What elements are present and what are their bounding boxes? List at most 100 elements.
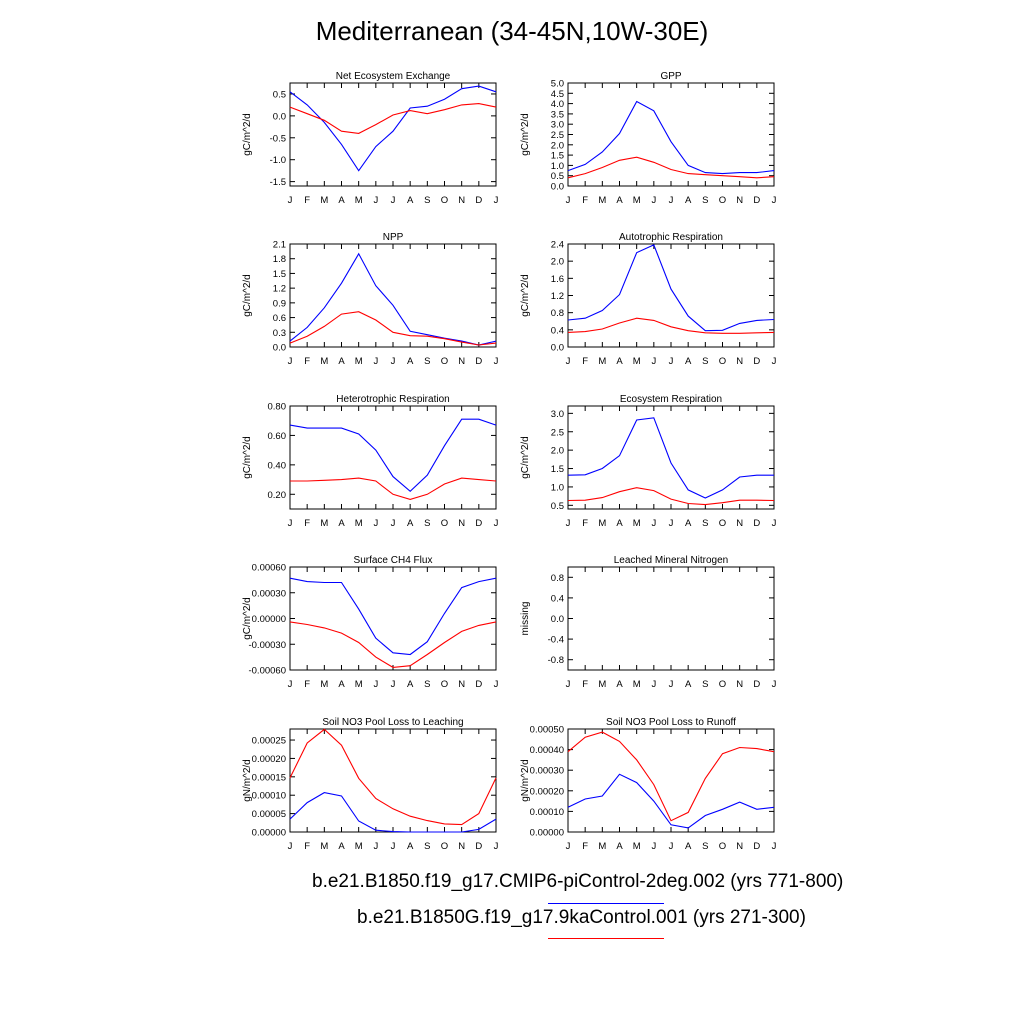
x-tick-label: J [494,841,499,852]
x-tick-label: J [669,356,674,367]
series-line-red [567,156,775,179]
y-tick-label: 0.6 [273,313,286,324]
y-tick-label: 1.5 [551,464,564,475]
series-line-red [289,103,497,134]
y-tick-label: 0.00010 [252,791,286,802]
panel-title: GPP [660,71,681,82]
y-tick-label: -0.00030 [248,640,286,651]
y-tick-label: 2.5 [551,427,564,438]
x-tick-label: S [702,841,708,852]
chart-panel: GPP gC/m^2/d 0.00.51.01.52.02.53.03.54.04.… [520,71,777,206]
series-line-blue [289,85,497,172]
plot-frame [567,405,775,510]
plot-frame [567,728,775,833]
y-tick-label: 1.5 [551,151,564,162]
panel-title: Leached Mineral Nitrogen [614,555,729,566]
series-line-red [289,311,497,346]
page-title: Mediterranean (34-45N,10W-30E) [315,16,709,46]
y-tick-label: 0.5 [273,89,286,100]
x-tick-label: J [566,195,571,206]
x-tick-label: J [494,356,499,367]
x-tick-label: J [669,841,674,852]
series-line-red [567,487,775,506]
x-tick-label: M [633,195,641,206]
series-line-red [567,317,775,334]
x-tick-label: D [475,356,482,367]
plot-frame [567,566,775,671]
x-tick-label: F [304,518,310,529]
x-tick-label: A [338,841,345,852]
y-axis-label: missing [520,602,531,636]
x-tick-label: A [616,518,623,529]
x-tick-label: D [753,841,760,852]
x-tick-label: A [407,518,414,529]
chart-panel: Heterotrophic Respiration gC/m^2/d 0.20 0.4… [242,394,499,529]
y-tick-label: -1.0 [270,155,286,166]
x-tick-label: S [702,679,708,690]
legend-swatch-red [548,938,664,939]
series-line-blue [567,773,775,829]
x-tick-label: D [475,841,482,852]
y-tick-label: 0.0 [273,111,286,122]
series-line-blue [567,100,775,175]
x-tick-label: F [582,195,588,206]
chart-panel: Soil NO3 Pool Loss to LeachinggN/m^2/d0.… [242,717,499,852]
x-tick-label: J [373,518,378,529]
x-tick-label: J [566,356,571,367]
x-tick-label: O [441,356,448,367]
y-tick-label: 1.8 [273,254,286,265]
y-tick-label: 0.5 [551,171,564,182]
x-tick-label: M [355,518,363,529]
x-tick-label: M [633,518,641,529]
y-tick-label: 4.5 [551,89,564,100]
plot-frame [289,82,497,187]
x-tick-label: J [288,518,293,529]
x-tick-label: A [338,679,345,690]
series-line-red [567,731,775,822]
x-tick-label: J [651,841,656,852]
x-tick-label: A [407,195,414,206]
x-tick-label: A [685,518,692,529]
chart-panel: Soil NO3 Pool Loss to RunoffgN/m^2/d0.00… [520,717,777,852]
x-tick-label: A [616,679,623,690]
x-tick-label: O [719,518,726,529]
x-tick-label: D [753,679,760,690]
x-tick-label: N [458,679,465,690]
x-tick-label: D [753,356,760,367]
x-tick-label: O [441,679,448,690]
x-tick-label: J [566,518,571,529]
x-tick-label: A [338,195,345,206]
x-tick-label: A [338,518,345,529]
y-tick-label: 0.0 [551,614,564,625]
plot-frame [567,243,775,348]
x-tick-label: J [391,518,396,529]
x-tick-label: D [475,679,482,690]
x-tick-label: M [320,841,328,852]
x-tick-label: A [685,679,692,690]
x-tick-label: J [651,518,656,529]
y-tick-label: 0.00015 [252,772,286,783]
x-tick-label: J [288,679,293,690]
panel-title: Heterotrophic Respiration [336,394,449,405]
legend-swatch-blue [548,903,664,904]
x-tick-label: M [633,679,641,690]
y-tick-label: 0.00020 [252,754,286,765]
x-tick-label: F [304,841,310,852]
x-tick-label: O [719,679,726,690]
x-tick-label: M [320,356,328,367]
series-line-blue [289,577,497,656]
x-tick-label: J [494,195,499,206]
x-tick-label: M [598,841,606,852]
y-tick-label: 2.0 [551,257,564,268]
x-tick-label: M [320,518,328,529]
x-tick-label: A [685,356,692,367]
x-tick-label: M [598,195,606,206]
chart-panel: Leached Mineral Nitrogen missing -0.8 -0.4 0… [520,555,777,690]
y-tick-label: 0.00020 [530,786,564,797]
y-tick-label: 0.8 [551,573,564,584]
y-tick-label: 3.0 [551,120,564,131]
x-tick-label: J [669,518,674,529]
x-tick-label: M [598,679,606,690]
y-tick-label: 0.00030 [530,766,564,777]
x-tick-label: S [424,679,430,690]
